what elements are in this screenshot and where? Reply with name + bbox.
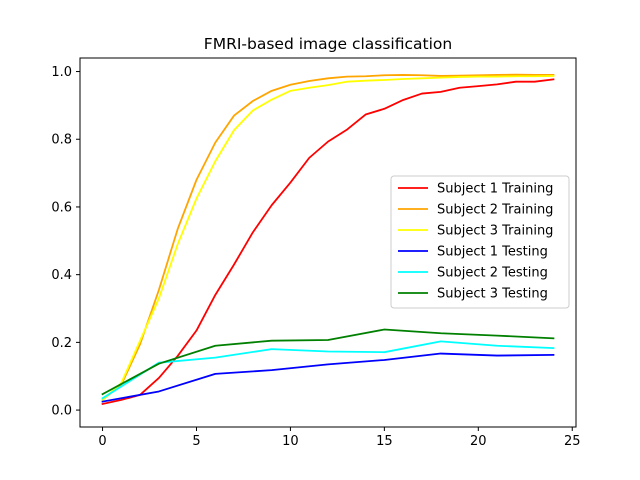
legend-label-2: Subject 3 Training <box>437 224 553 239</box>
axes-layer: 0 5 10 15 20 25 0.0 0.2 0.4 0.6 0.8 1.0 <box>51 57 581 449</box>
series-line-4 <box>101 340 555 400</box>
chart-title: FMRI-based image classification <box>204 35 452 53</box>
axes-frame <box>79 57 577 428</box>
series-line-5 <box>101 328 555 396</box>
series-line-1 <box>101 73 555 402</box>
legend-label-4: Subject 2 Testing <box>437 266 548 281</box>
x-tick-label: 15 <box>376 434 393 449</box>
y-tick-label: 0.4 <box>51 268 72 283</box>
x-tick-label: 20 <box>470 434 487 449</box>
series-line-3 <box>101 352 555 403</box>
legend-label-0: Subject 1 Training <box>437 182 553 197</box>
legend-box <box>390 175 570 309</box>
legend-label-5: Subject 3 Testing <box>437 287 548 302</box>
legend-label-3: Subject 1 Testing <box>437 245 548 260</box>
series-layer <box>101 73 555 406</box>
y-tick-label: 0.8 <box>51 133 72 148</box>
x-tick-label: 25 <box>564 434 581 449</box>
series-line-2 <box>101 75 555 402</box>
x-tick-label: 0 <box>98 434 106 449</box>
y-tick-label: 0.2 <box>51 336 72 351</box>
legend-label-1: Subject 2 Training <box>437 203 553 218</box>
series-line-0 <box>101 78 555 406</box>
y-tick-label: 1.0 <box>51 65 72 80</box>
x-tick-label: 5 <box>192 434 200 449</box>
y-tick-label: 0.6 <box>51 200 72 215</box>
y-tick-label: 0.0 <box>51 404 72 419</box>
x-tick-label: 10 <box>282 434 299 449</box>
legend: Subject 1 Training Subject 2 Training Subj… <box>390 175 570 309</box>
